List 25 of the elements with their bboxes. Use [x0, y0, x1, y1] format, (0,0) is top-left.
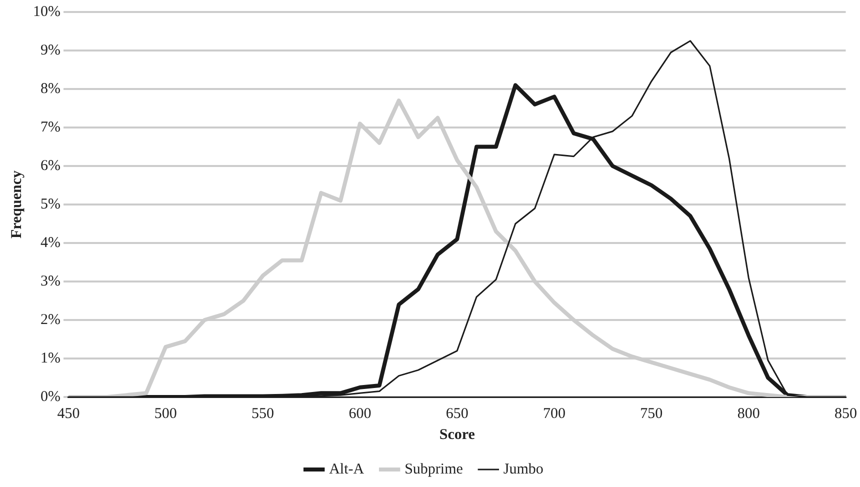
- y-tick-label: 9%: [40, 42, 60, 58]
- legend-label: Subprime: [404, 461, 464, 478]
- x-tick-label: 450: [57, 406, 80, 422]
- y-tick-label: 4%: [40, 234, 60, 251]
- y-tick-label: 6%: [40, 158, 60, 174]
- y-tick-label: 0%: [40, 388, 60, 405]
- y-tick-label: 2%: [40, 312, 60, 328]
- x-tick-label: 550: [252, 406, 274, 422]
- y-tick-label: 1%: [40, 350, 60, 366]
- x-tick-label: 850: [834, 406, 857, 422]
- y-tick-label: 7%: [40, 119, 60, 136]
- y-tick-label: 3%: [40, 273, 60, 290]
- legend-label: Jumbo: [503, 461, 544, 478]
- x-tick-label: 700: [543, 406, 566, 422]
- x-tick-label: 650: [446, 406, 468, 422]
- x-tick-label: 600: [348, 406, 372, 422]
- y-tick-label: 10%: [32, 4, 60, 20]
- legend-label: Alt-A: [329, 461, 364, 478]
- x-axis-title: Score: [439, 426, 476, 443]
- x-tick-label: 750: [640, 406, 663, 422]
- x-tick-label: 800: [737, 406, 760, 422]
- y-tick-label: 8%: [40, 80, 60, 97]
- y-axis-title: Frequency: [8, 170, 25, 239]
- x-tick-label: 500: [154, 406, 177, 422]
- y-tick-label: 5%: [40, 196, 60, 212]
